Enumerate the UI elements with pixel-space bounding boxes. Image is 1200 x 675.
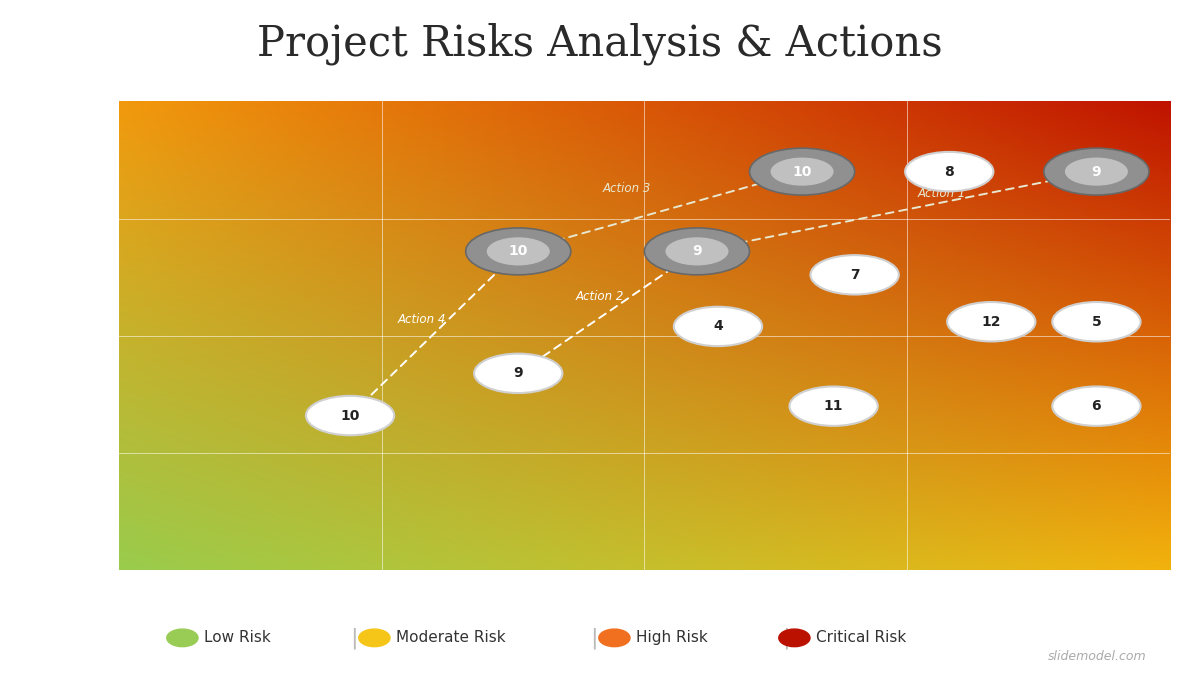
Text: |: |: [350, 627, 358, 649]
Text: 4: 4: [713, 319, 722, 333]
Text: Action 3: Action 3: [602, 182, 650, 195]
Text: 6: 6: [1092, 399, 1102, 413]
Circle shape: [750, 148, 854, 195]
Circle shape: [674, 306, 762, 346]
Circle shape: [487, 238, 550, 265]
Text: 10: 10: [509, 244, 528, 259]
Text: 11: 11: [824, 399, 844, 413]
Text: |: |: [590, 627, 598, 649]
Circle shape: [474, 354, 563, 393]
Text: 10: 10: [341, 408, 360, 423]
Text: Moderate Risk: Moderate Risk: [396, 630, 505, 645]
Text: Project Risks Analysis & Actions: Project Risks Analysis & Actions: [257, 23, 943, 65]
Circle shape: [770, 157, 834, 186]
Circle shape: [644, 228, 750, 275]
Text: 9: 9: [1092, 165, 1102, 179]
Text: High Risk: High Risk: [636, 630, 708, 645]
Circle shape: [666, 238, 728, 265]
Text: slidemodel.com: slidemodel.com: [1048, 650, 1146, 663]
Text: LIKELIHOOD: LIKELIHOOD: [85, 350, 97, 435]
Text: 5: 5: [1092, 315, 1102, 329]
Circle shape: [1044, 148, 1148, 195]
Circle shape: [1064, 157, 1128, 186]
Text: IMPACT: IMPACT: [586, 595, 650, 610]
Text: Low Risk: Low Risk: [204, 630, 271, 645]
Text: Action 4: Action 4: [397, 313, 445, 327]
Circle shape: [1052, 302, 1140, 342]
Circle shape: [466, 228, 571, 275]
Circle shape: [1052, 387, 1140, 426]
Circle shape: [790, 387, 877, 426]
Text: 7: 7: [850, 268, 859, 282]
Circle shape: [905, 152, 994, 191]
Text: Action 2: Action 2: [576, 290, 624, 303]
Circle shape: [306, 396, 395, 435]
Text: 9: 9: [514, 367, 523, 380]
Text: 8: 8: [944, 165, 954, 179]
Text: Action 1: Action 1: [918, 187, 966, 200]
Text: |: |: [782, 627, 790, 649]
Circle shape: [810, 255, 899, 294]
Text: Critical Risk: Critical Risk: [816, 630, 906, 645]
Text: 9: 9: [692, 244, 702, 259]
Text: 10: 10: [792, 165, 811, 179]
Circle shape: [947, 302, 1036, 342]
Text: 12: 12: [982, 315, 1001, 329]
